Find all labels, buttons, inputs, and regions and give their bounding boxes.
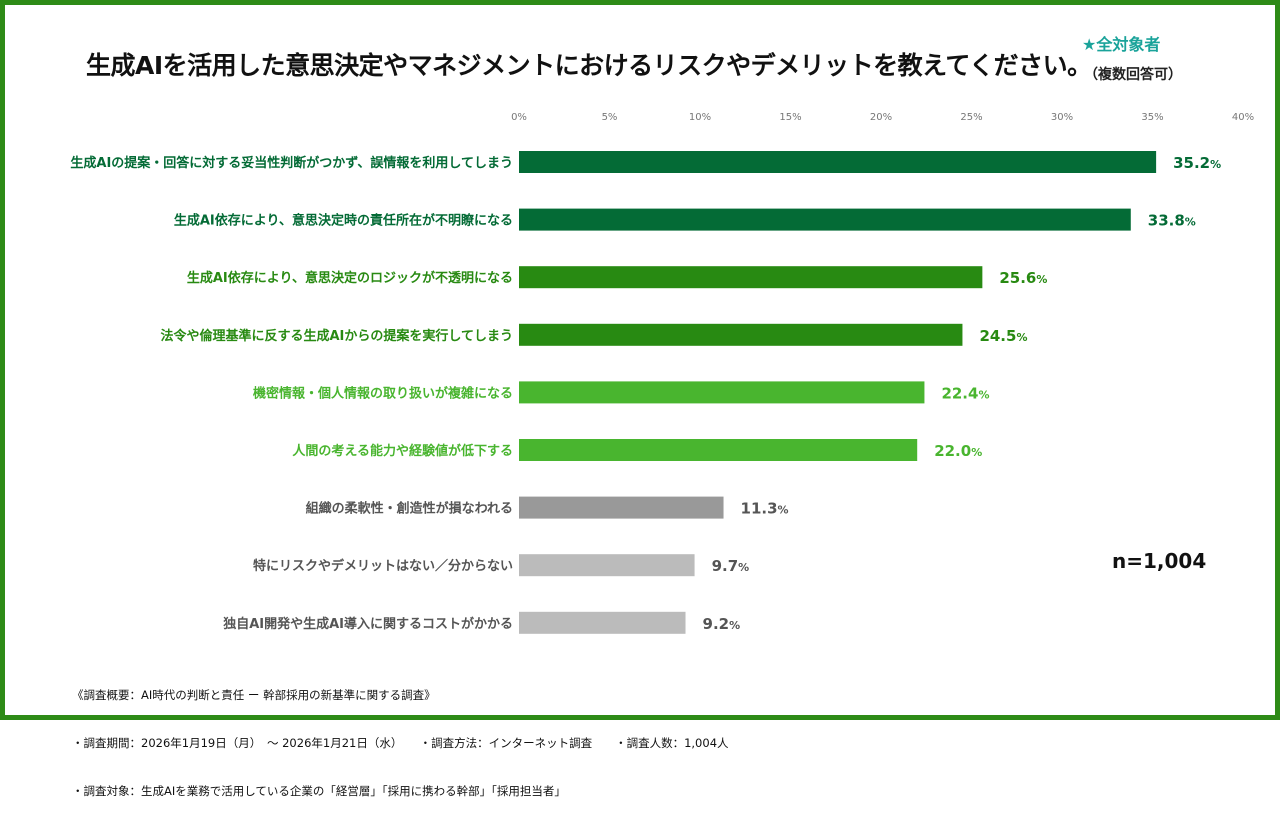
bar (519, 381, 925, 404)
value-unit: % (1210, 158, 1221, 171)
category-label: 組織の柔軟性・創造性が損なわれる (306, 501, 513, 517)
chart-title: 生成AIを活用した意思決定やマネジメントにおけるリスクやデメリットを教えてくださ… (86, 51, 1092, 80)
value-unit: % (778, 504, 789, 517)
value-unit: % (1036, 273, 1047, 286)
value-unit: % (971, 446, 982, 459)
survey-overview-note: 《調査概要：AI時代の判断と責任 ー 幹部採用の新基準に関する調査》 (72, 688, 436, 702)
x-tick-label: 30% (1051, 112, 1073, 123)
category-label: 法令や倫理基準に反する生成AIからの提案を実行してしまう (160, 328, 513, 344)
value-unit: % (1185, 216, 1196, 229)
x-tick-label: 35% (1141, 112, 1163, 123)
category-label: 人間の考える能力や経験値が低下する (292, 443, 513, 459)
value-label: 24.5% (979, 327, 1027, 345)
category-label: 機密情報・個人情報の取り扱いが複雑になる (253, 385, 513, 401)
x-tick-label: 25% (960, 112, 982, 123)
x-tick-label: 10% (689, 112, 711, 123)
category-label: 生成AI依存により、意思決定のロジックが不透明になる (187, 270, 513, 286)
value-label: 9.7% (712, 557, 750, 575)
x-tick-label: 0% (511, 112, 527, 123)
bar (519, 208, 1131, 231)
x-tick-label: 40% (1232, 112, 1254, 123)
category-label: 生成AIの提案・回答に対する妥当性判断がつかず、誤情報を利用してしまう (70, 155, 513, 171)
value-unit: % (978, 388, 989, 401)
bar (519, 266, 983, 289)
bar (519, 611, 686, 634)
value-label: 11.3% (741, 500, 789, 518)
bar (519, 496, 724, 519)
audience-label: ★全対象者 (1082, 35, 1161, 54)
category-label: 特にリスクやデメリットはない／分からない (253, 558, 513, 574)
value-label: 22.0% (934, 442, 982, 460)
bar (519, 554, 695, 577)
bar (519, 151, 1157, 173)
x-tick-label: 15% (779, 112, 801, 123)
value-unit: % (1016, 331, 1027, 344)
survey-notes: 《調査概要：AI時代の判断と責任 ー 幹部採用の新基準に関する調査》 ・調査期間… (72, 655, 729, 815)
value-label: 33.8% (1148, 212, 1196, 230)
value-unit: % (729, 619, 740, 632)
category-label: 独自AI開発や生成AI導入に関するコストがかかる (223, 616, 513, 632)
bar (519, 439, 918, 461)
x-tick-label: 20% (870, 112, 892, 123)
value-label: 35.2% (1173, 154, 1221, 172)
bar-chart: 0% 5% 10% 15% 20% 25% 30% 35% 40% 生成AIの提案・回答に対する妥… (70, 112, 1254, 634)
value-unit: % (738, 561, 749, 574)
x-tick-label: 5% (602, 112, 618, 123)
category-label: 生成AI依存により、意思決定時の責任所在が不明瞭になる (174, 213, 513, 229)
value-label: 9.2% (703, 615, 741, 633)
sample-size-label: n=1,004 (1112, 549, 1207, 573)
value-label: 22.4% (941, 384, 989, 402)
frame-border (0, 0, 1280, 720)
value-label: 25.6% (999, 269, 1047, 287)
answer-type-label: （複数回答可） (1084, 67, 1182, 83)
survey-period-note: ・調査期間：2026年1月19日（月） 〜 2026年1月21日（水） ・調査方… (72, 736, 729, 750)
bar (519, 323, 963, 346)
survey-target-note: ・調査対象：生成AIを業務で活用している企業の「経営層」「採用に携わる幹部」「採… (72, 784, 566, 798)
